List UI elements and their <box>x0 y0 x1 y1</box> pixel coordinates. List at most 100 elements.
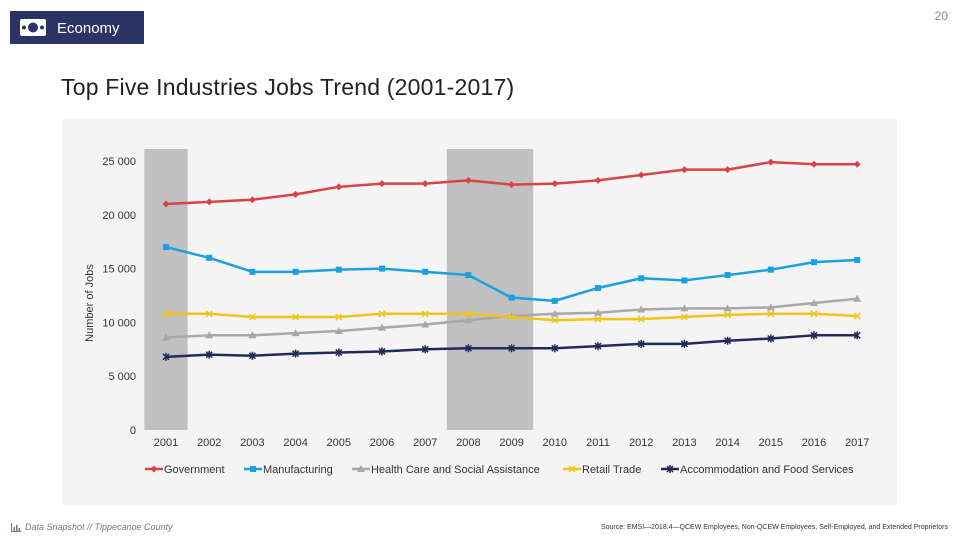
data-point-2-15 <box>810 299 818 307</box>
data-point-4-2 <box>248 351 256 360</box>
data-point-2-2 <box>248 331 257 339</box>
data-point-3-1 <box>205 310 213 318</box>
data-point-2-7 <box>464 316 473 324</box>
data-point-1-11 <box>638 275 645 282</box>
x-tick-label: 2013 <box>672 437 696 449</box>
legend-marker-1 <box>250 466 256 472</box>
legend-label-1: Manufacturing <box>263 464 333 476</box>
legend-marker-0 <box>150 465 158 473</box>
data-point-3-5 <box>378 310 386 318</box>
data-point-0-15 <box>810 160 818 168</box>
data-point-4-5 <box>378 347 386 356</box>
shaded-period-0 <box>144 149 188 430</box>
shaded-period-1 <box>446 149 534 430</box>
footer-source-note: Source: EMSI—2018.4—QCEW Employees, Non-… <box>600 524 948 531</box>
data-point-2-11 <box>637 305 646 313</box>
data-point-0-10 <box>594 176 602 184</box>
data-point-4-16 <box>853 331 861 340</box>
x-tick-label: 2007 <box>413 437 437 449</box>
data-point-2-0 <box>162 333 170 341</box>
data-point-4-8 <box>508 344 516 353</box>
data-point-4-0 <box>162 352 170 361</box>
footer-source-title: Data Snapshot // Tippecanoe County <box>25 522 173 532</box>
data-point-0-12 <box>680 166 688 174</box>
data-point-4-4 <box>335 348 343 357</box>
data-point-4-6 <box>421 345 429 354</box>
y-tick-label: 5 000 <box>108 371 136 383</box>
data-point-1-2 <box>249 268 256 275</box>
data-point-4-3 <box>292 349 300 358</box>
data-point-2-3 <box>291 329 300 337</box>
data-point-0-2 <box>248 196 256 204</box>
data-point-3-8 <box>508 313 516 321</box>
money-icon <box>20 19 46 36</box>
data-point-2-10 <box>594 308 602 316</box>
y-tick-label: 20 000 <box>102 210 136 222</box>
x-tick-label: 2010 <box>543 437 567 449</box>
data-point-3-15 <box>810 310 818 318</box>
data-point-1-5 <box>379 265 385 272</box>
x-tick-label: 2006 <box>370 437 394 449</box>
data-point-4-11 <box>637 339 645 348</box>
data-point-3-11 <box>637 315 645 323</box>
x-tick-label: 2016 <box>802 437 826 449</box>
x-tick-label: 2011 <box>586 437 610 449</box>
data-point-0-5 <box>378 180 386 188</box>
y-tick-label: 25 000 <box>102 156 136 168</box>
data-point-1-3 <box>292 268 299 275</box>
data-point-3-14 <box>767 310 775 318</box>
legend-label-4: Accommodation and Food Services <box>680 464 854 476</box>
y-tick-label: 0 <box>130 425 136 437</box>
data-point-3-6 <box>421 310 429 318</box>
data-point-1-12 <box>681 277 688 284</box>
legend-marker-4 <box>666 465 674 473</box>
data-point-3-0 <box>162 310 170 318</box>
data-point-1-13 <box>724 272 731 279</box>
data-point-4-15 <box>810 331 818 340</box>
legend-marker-2 <box>357 465 365 472</box>
data-point-0-8 <box>508 181 516 189</box>
page-number: 20 <box>934 9 948 23</box>
data-point-0-0 <box>162 200 170 208</box>
data-point-3-9 <box>551 316 559 324</box>
x-tick-label: 2014 <box>715 437 739 449</box>
data-point-0-13 <box>724 166 732 174</box>
legend-label-0: Government <box>164 464 225 476</box>
data-point-4-14 <box>767 334 775 343</box>
data-point-0-11 <box>637 171 645 179</box>
data-point-0-14 <box>767 158 775 166</box>
data-point-2-16 <box>853 294 862 302</box>
footer-left: Data Snapshot // Tippecanoe County <box>11 522 173 532</box>
data-point-3-7 <box>464 310 472 318</box>
data-point-4-12 <box>680 339 688 348</box>
data-point-4-7 <box>464 344 472 353</box>
data-point-2-1 <box>205 331 214 339</box>
data-point-3-13 <box>724 311 732 319</box>
data-point-4-13 <box>724 336 732 345</box>
x-tick-label: 2009 <box>499 437 523 449</box>
data-point-0-6 <box>421 180 429 188</box>
data-point-1-14 <box>767 266 774 273</box>
data-point-3-4 <box>335 313 343 321</box>
x-tick-label: 2017 <box>845 437 869 449</box>
data-point-1-4 <box>335 266 342 273</box>
x-tick-label: 2008 <box>456 437 480 449</box>
data-point-4-10 <box>594 342 602 351</box>
x-tick-label: 2015 <box>759 437 783 449</box>
data-point-2-5 <box>378 323 386 331</box>
data-point-3-2 <box>248 313 256 321</box>
data-point-3-3 <box>292 313 300 321</box>
data-point-1-0 <box>163 244 169 251</box>
data-point-1-9 <box>551 297 558 304</box>
data-point-2-9 <box>550 309 559 317</box>
data-point-0-4 <box>335 183 343 191</box>
data-point-0-1 <box>205 198 213 206</box>
x-tick-label: 2004 <box>283 437 307 449</box>
x-tick-label: 2012 <box>629 437 653 449</box>
legend-label-2: Health Care and Social Assistance <box>371 464 540 476</box>
bar-chart-icon <box>11 522 21 532</box>
x-tick-label: 2002 <box>197 437 221 449</box>
data-point-2-6 <box>421 320 430 328</box>
data-point-0-3 <box>292 190 300 198</box>
